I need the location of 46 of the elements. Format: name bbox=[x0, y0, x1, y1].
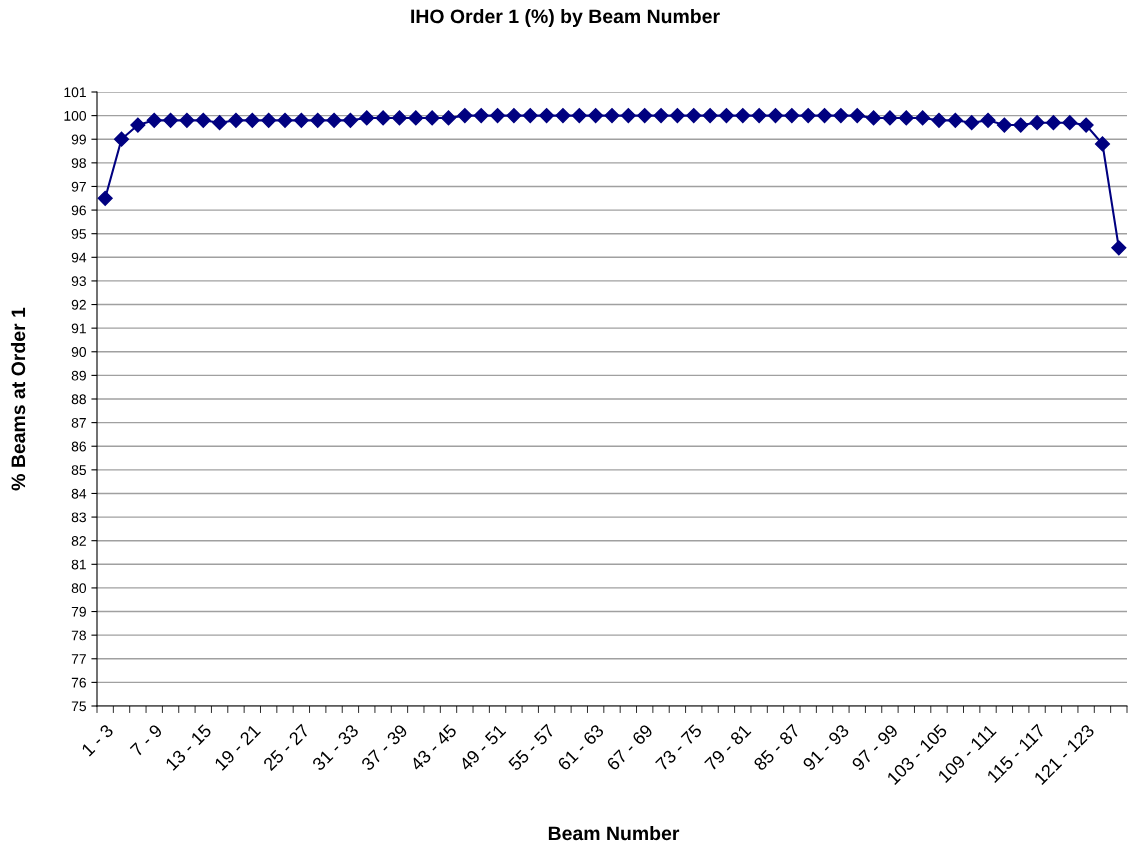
y-tick-label: 98 bbox=[71, 158, 86, 169]
x-tick-label: 49 - 51 bbox=[458, 723, 507, 772]
x-tick-label: 79 - 81 bbox=[704, 723, 752, 772]
x-tick-label: 25 - 27 bbox=[262, 723, 311, 772]
y-tick-label: 99 bbox=[71, 134, 86, 145]
x-tick-label: 31 - 33 bbox=[311, 723, 360, 772]
y-tick-label: 85 bbox=[71, 465, 86, 476]
y-tick-label: 83 bbox=[71, 512, 86, 523]
y-tick-label: 92 bbox=[71, 299, 86, 310]
y-tick-label: 80 bbox=[71, 583, 87, 594]
x-tick-label: 73 - 75 bbox=[654, 723, 703, 772]
y-tick-label: 90 bbox=[71, 347, 87, 357]
x-tick-label: 19 - 21 bbox=[213, 723, 262, 771]
y-tick-label: 81 bbox=[71, 559, 86, 570]
y-axis-title: % Beams at Order 1 bbox=[10, 307, 26, 491]
y-tick-label: 84 bbox=[71, 488, 87, 499]
y-tick-label: 96 bbox=[71, 205, 86, 216]
y-tick-label: 77 bbox=[71, 654, 86, 664]
y-tick-label: 94 bbox=[71, 252, 87, 263]
x-tick-label: 37 - 39 bbox=[360, 723, 409, 772]
x-tick-label: 55 - 57 bbox=[507, 723, 556, 772]
y-tick-label: 95 bbox=[71, 229, 86, 239]
x-tick-label: 61 - 63 bbox=[556, 723, 605, 772]
y-tick-label: 100 bbox=[64, 110, 87, 121]
x-axis-title: Beam Number bbox=[548, 825, 680, 841]
x-tick-label: 1 - 3 bbox=[80, 723, 114, 757]
y-tick-label: 86 bbox=[71, 441, 86, 452]
x-tick-label: 43 - 45 bbox=[409, 723, 458, 772]
x-tick-label: 91 - 93 bbox=[802, 723, 850, 772]
y-tick-label: 93 bbox=[71, 276, 86, 287]
y-tick-label: 101 bbox=[64, 87, 86, 98]
y-tick-label: 88 bbox=[71, 394, 86, 405]
y-tick-label: 87 bbox=[71, 417, 86, 428]
chart-title: IHO Order 1 (%) by Beam Number bbox=[411, 8, 720, 28]
y-tick-label: 76 bbox=[71, 677, 86, 688]
y-tick-label: 82 bbox=[71, 536, 86, 546]
x-tick-label: 7 - 9 bbox=[129, 723, 163, 757]
y-tick-label: 79 bbox=[71, 606, 86, 617]
y-tick-label: 89 bbox=[71, 370, 86, 381]
x-tick-label: 85 - 87 bbox=[752, 723, 801, 772]
y-tick-label: 75 bbox=[71, 701, 86, 712]
x-tick-label: 13 - 15 bbox=[164, 723, 213, 771]
y-tick-label: 78 bbox=[71, 630, 86, 641]
x-tick-label: 67 - 69 bbox=[605, 723, 654, 772]
y-tick-label: 91 bbox=[71, 323, 86, 334]
y-tick-label: 97 bbox=[71, 181, 86, 192]
